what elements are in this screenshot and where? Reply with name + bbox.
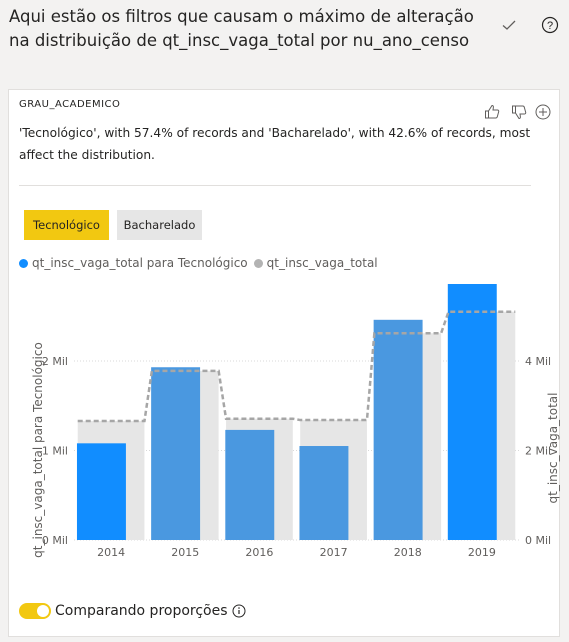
x-tick-label: 2019 [468,546,496,559]
gridlines [74,360,519,541]
legend-item-series-b: qt_insc_vaga_total [253,256,378,270]
legend-label: qt_insc_vaga_total para Tecnológico [32,256,248,270]
thumbs-up-icon[interactable] [484,104,500,120]
insight-description: 'Tecnológico', with 57.4% of records and… [19,126,531,162]
info-icon[interactable] [232,604,246,618]
y-axis-title: qt_insc_vaga_total para Tecnológico [31,342,45,558]
y2-tick-label: 4 Mil [525,355,551,368]
tab-bacharelado[interactable]: Bacharelado [117,210,202,240]
y-tick-label: 2 Mil [42,355,68,368]
help-icon[interactable]: ? [541,16,559,34]
tecnologico-bars [76,284,497,540]
chart-legend: qt_insc_vaga_total para Tecnológico qt_i… [19,256,384,270]
y2-tick-label: 0 Mil [525,534,551,547]
legend-dot-blue-icon [19,258,28,268]
bar-tecnologico [151,367,201,540]
card-field-label: GRAU_ACADEMICO [19,99,121,110]
bar-tecnologico [225,429,275,540]
legend-item-series-a: qt_insc_vaga_total para Tecnológico [19,256,248,270]
x-tick-label: 2015 [171,546,199,559]
insight-title: Aqui estão os filtros que causam o máxim… [9,7,474,50]
left-axis-ticks: 0 Mil 1 Mil 2 Mil [42,355,68,547]
bar-tecnologico [447,284,497,540]
bar-tecnologico [373,319,423,540]
x-tick-label: 2014 [97,546,125,559]
toggle-label: Comparando proporções [55,603,228,619]
y2-tick-label: 2 Mil [525,444,551,457]
check-icon[interactable] [501,17,517,33]
insight-header: Aqui estão os filtros que causam o máxim… [0,0,569,70]
bar-tecnologico [76,443,126,540]
total-step-line [77,310,516,423]
right-axis-ticks: 0 Mil 2 Mil 4 Mil [525,355,551,547]
compare-toggle-row: Comparando proporções [19,603,246,619]
thumbs-down-icon[interactable] [511,104,527,120]
tab-tecnologico[interactable]: Tecnológico [24,210,109,240]
bar-tecnologico [299,446,349,540]
divider [19,185,531,186]
y-tick-label: 1 Mil [42,444,68,457]
x-tick-label: 2017 [320,546,348,559]
add-icon[interactable] [535,104,551,120]
y-tick-label: 0 Mil [42,534,68,547]
y2-axis-title: qt_insc_vaga_total [546,393,560,504]
legend-label: qt_insc_vaga_total [266,256,378,270]
toggle-knob [37,605,49,617]
insight-card: GRAU_ACADEMICO 'Tecnológico', with 57.4%… [8,89,560,637]
x-tick-label: 2016 [245,546,273,559]
x-axis-ticks: 2014 2015 2016 2017 2018 2019 [97,546,496,559]
compare-toggle[interactable] [19,603,51,619]
legend-dot-gray-icon [253,258,263,268]
x-tick-label: 2018 [394,546,422,559]
svg-text:?: ? [547,20,553,32]
bar-chart: 0 Mil 1 Mil 2 Mil 0 Mil 2 Mil 4 Mil 2014 2015… [31,284,560,559]
